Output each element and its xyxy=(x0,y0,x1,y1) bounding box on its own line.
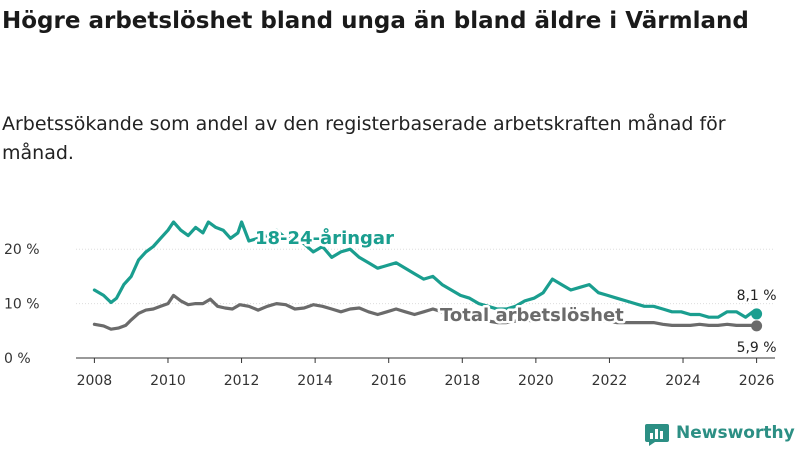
gridlines xyxy=(76,248,775,305)
series-label-youth: 18-24-åringar xyxy=(255,227,394,249)
series-label-youth-halo: 18-24-åringar xyxy=(255,227,394,249)
x-tick-label: 2024 xyxy=(665,373,701,389)
y-tick-label: 20 % xyxy=(4,242,40,258)
x-tick-label: 2012 xyxy=(224,373,260,389)
y-tick-label: 10 % xyxy=(4,297,40,313)
series-line-total xyxy=(92,293,759,331)
series-label-total-halo: Total arbetslöshet xyxy=(440,305,624,326)
series xyxy=(92,220,763,332)
end-label-total: 5,9 % xyxy=(737,340,777,356)
x-tick-label: 2018 xyxy=(444,373,480,389)
chart-subtitle: Arbetssökande som andel av den registerb… xyxy=(2,113,726,164)
axes: 0 % 10 % 20 % 2008 2010 2012 2014 2016 2018 2020 2… xyxy=(4,242,775,389)
x-tick-label: 2016 xyxy=(371,373,407,389)
end-label-youth: 8,1 % xyxy=(737,288,777,304)
series-line-youth xyxy=(92,220,759,319)
x-tick-label: 2022 xyxy=(592,373,628,389)
series-label-total: Total arbetslöshet xyxy=(440,305,624,326)
series-labels: 8,1 %5,9 %18-24-åringar18-24-åringarTota… xyxy=(253,225,777,356)
x-tick-label: 2010 xyxy=(150,373,186,389)
y-tick-label: 0 % xyxy=(4,351,31,367)
x-tick-label: 2014 xyxy=(297,373,333,389)
chart-title: Högre arbetslöshet bland unga än bland ä… xyxy=(2,8,749,34)
end-point-total xyxy=(751,320,763,332)
x-tick-label: 2026 xyxy=(739,373,775,389)
brand-name: Newsworthy xyxy=(676,423,795,443)
newsworthy-logo[interactable]: Newsworthy xyxy=(644,418,795,448)
x-tick-label: 2020 xyxy=(518,373,554,389)
x-tick-label: 2008 xyxy=(77,373,113,389)
bar-chart-logo-icon xyxy=(645,424,669,446)
end-point-youth xyxy=(751,308,763,320)
